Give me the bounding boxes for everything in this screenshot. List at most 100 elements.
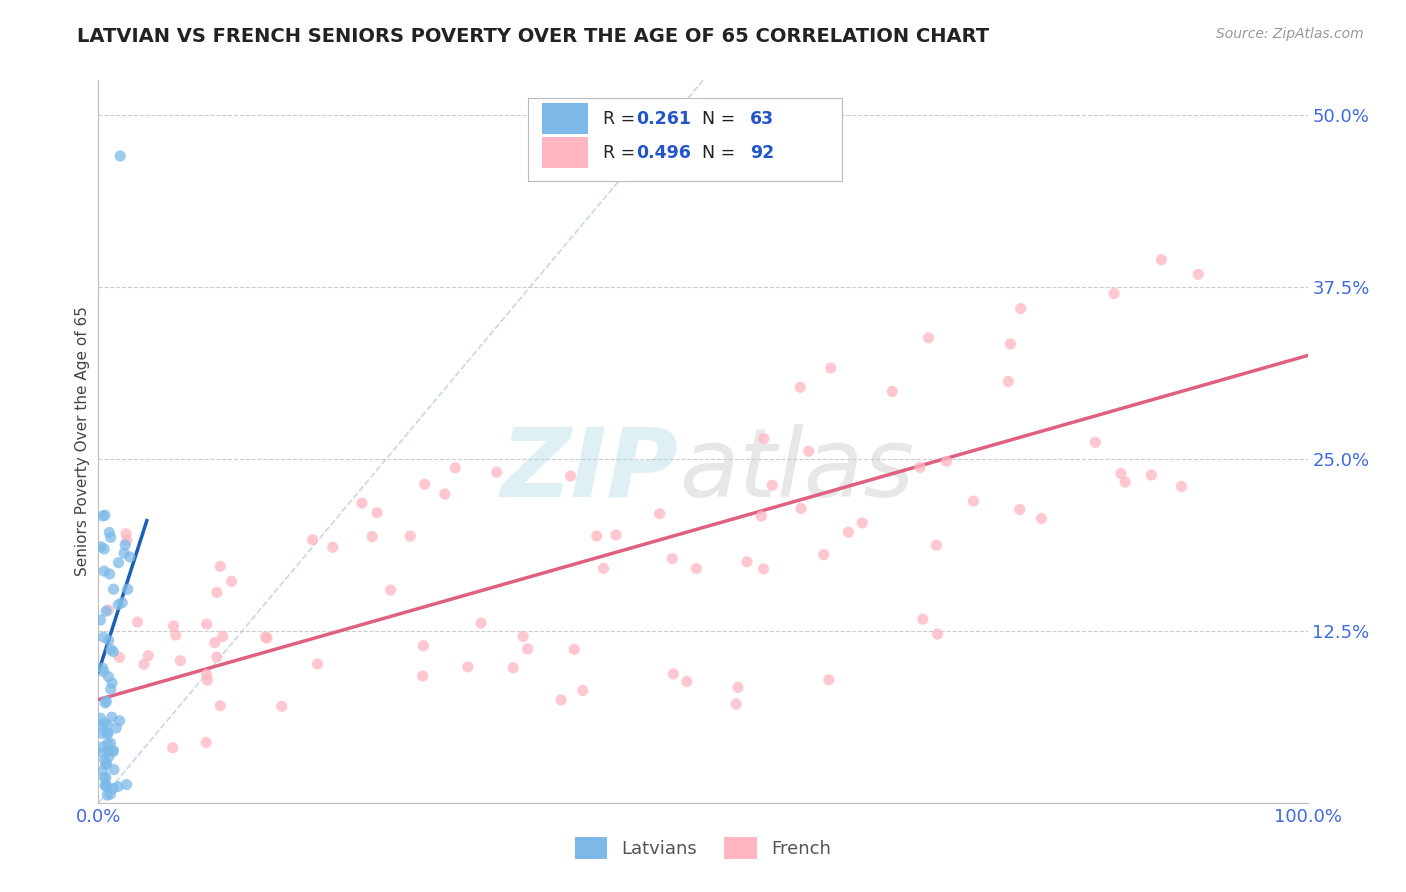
Point — [676, 674, 699, 689]
Text: N =: N = — [690, 110, 741, 128]
Point — [115, 533, 138, 548]
Point — [399, 529, 422, 543]
Y-axis label: Seniors Poverty Over the Age of 65: Seniors Poverty Over the Age of 65 — [75, 307, 90, 576]
Point — [1114, 475, 1136, 489]
Point — [562, 642, 585, 657]
Point — [112, 546, 135, 560]
Point — [366, 506, 388, 520]
Point — [851, 516, 873, 530]
Text: R =: R = — [603, 110, 640, 128]
Point — [169, 654, 191, 668]
Point — [118, 549, 141, 564]
Point — [117, 582, 139, 597]
Point — [107, 556, 129, 570]
Point — [108, 149, 131, 163]
Point — [662, 667, 685, 681]
Point — [103, 763, 125, 777]
Legend: Latvians, French: Latvians, French — [568, 830, 838, 866]
Point — [818, 673, 841, 687]
Point — [101, 710, 124, 724]
Point — [725, 697, 748, 711]
Point — [165, 628, 187, 642]
Point — [433, 487, 456, 501]
Point — [221, 574, 243, 589]
Point — [100, 642, 122, 657]
Point — [935, 454, 957, 468]
Point — [550, 693, 572, 707]
FancyBboxPatch shape — [543, 103, 588, 134]
Point — [96, 604, 118, 618]
Point — [592, 561, 614, 575]
Point — [90, 739, 112, 754]
Point — [97, 633, 120, 648]
Point — [1000, 337, 1022, 351]
Point — [927, 627, 949, 641]
Point — [97, 726, 120, 740]
Point — [101, 744, 124, 758]
Point — [93, 665, 115, 679]
Point — [1187, 268, 1209, 282]
Point — [94, 508, 117, 523]
Point — [516, 642, 538, 657]
Point — [115, 526, 138, 541]
Point — [91, 661, 114, 675]
Point — [105, 721, 128, 735]
Point — [91, 746, 114, 760]
Point — [98, 749, 121, 764]
Point — [820, 361, 842, 376]
Point — [90, 540, 112, 554]
Point — [270, 699, 292, 714]
Point — [132, 657, 155, 672]
Text: R =: R = — [603, 144, 640, 161]
Point — [96, 788, 118, 802]
Point — [1170, 479, 1192, 493]
Text: LATVIAN VS FRENCH SENIORS POVERTY OVER THE AGE OF 65 CORRELATION CHART: LATVIAN VS FRENCH SENIORS POVERTY OVER T… — [77, 27, 990, 45]
Point — [204, 635, 226, 649]
Point — [837, 525, 859, 540]
Point — [101, 781, 124, 796]
Point — [412, 639, 434, 653]
Point — [162, 619, 184, 633]
Point — [470, 616, 492, 631]
Point — [94, 696, 117, 710]
Point — [813, 548, 835, 562]
Point — [94, 778, 117, 792]
Text: ZIP: ZIP — [501, 424, 679, 517]
Point — [749, 509, 772, 524]
Point — [735, 555, 758, 569]
Text: 92: 92 — [751, 144, 775, 161]
Point — [97, 744, 120, 758]
Point — [108, 714, 131, 728]
Point — [727, 681, 749, 695]
Point — [197, 673, 219, 687]
Point — [107, 598, 129, 612]
Point — [96, 717, 118, 731]
Point — [96, 756, 118, 771]
Point — [115, 778, 138, 792]
Point — [790, 501, 813, 516]
Point — [1084, 435, 1107, 450]
Point — [96, 726, 118, 740]
Point — [997, 375, 1019, 389]
FancyBboxPatch shape — [543, 137, 588, 168]
Point — [91, 508, 114, 523]
Point — [103, 582, 125, 596]
Point — [648, 507, 671, 521]
Point — [908, 460, 931, 475]
Point — [485, 465, 508, 479]
Point — [108, 650, 131, 665]
Point — [1150, 252, 1173, 267]
Point — [350, 496, 373, 510]
Point — [103, 645, 125, 659]
Text: N =: N = — [690, 144, 741, 161]
Point — [93, 564, 115, 578]
Point — [93, 771, 115, 785]
Point — [412, 669, 434, 683]
Point — [98, 566, 121, 581]
Point — [97, 603, 120, 617]
Point — [127, 615, 149, 629]
Point — [91, 726, 114, 740]
Point — [195, 667, 218, 681]
Point — [100, 682, 122, 697]
Point — [560, 469, 582, 483]
